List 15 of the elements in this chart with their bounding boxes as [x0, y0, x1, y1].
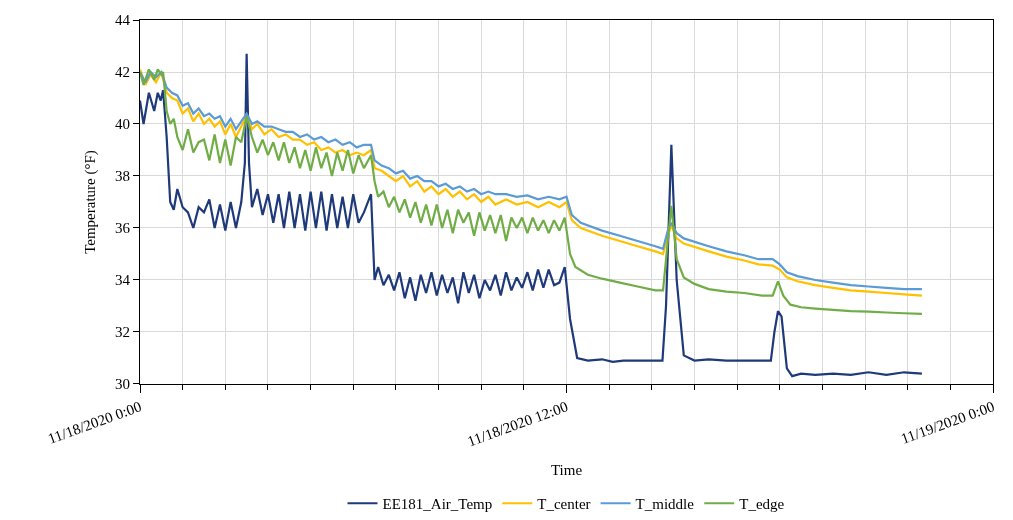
y-tick-label: 42: [115, 64, 130, 81]
y-axis-title: Temperature (°F): [82, 150, 100, 254]
legend-label: T_edge: [739, 496, 785, 513]
y-tick-label: 40: [115, 116, 130, 133]
y-tick-label: 30: [115, 376, 130, 393]
line-series: [140, 52, 924, 378]
y-tick-label: 44: [115, 12, 131, 29]
legend-label: T_center: [537, 496, 591, 513]
y-tick-label: 32: [115, 324, 130, 341]
y-tick-label: 36: [115, 220, 131, 237]
y-tick-label: 38: [115, 168, 130, 185]
legend-label: T_middle: [635, 496, 695, 513]
legend-label: EE181_Air_Temp: [382, 496, 493, 513]
y-tick-label: 34: [115, 272, 131, 289]
x-axis-title: Time: [550, 461, 583, 478]
